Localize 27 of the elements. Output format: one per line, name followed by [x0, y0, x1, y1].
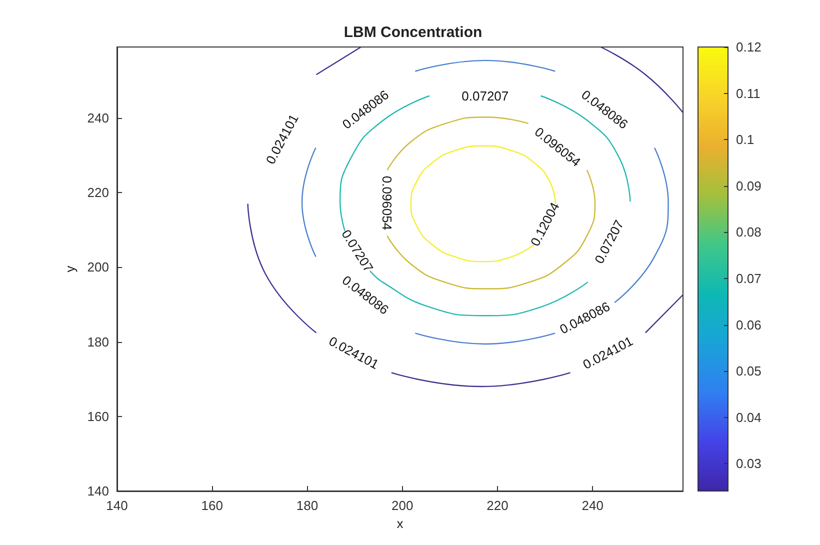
x-axis-title: x	[396, 516, 404, 531]
color-bar-label: 0.09	[736, 178, 762, 194]
color-bar-label: 0.03	[736, 456, 762, 472]
color-bar-label: 0.05	[736, 364, 762, 379]
color-bar-label: 0.07	[736, 270, 762, 286]
y-tick-label: 180	[87, 334, 109, 350]
x-tick-label: 140	[106, 498, 128, 513]
color-bar-label: 0.1	[736, 132, 754, 148]
y-tick-label: 200	[87, 260, 109, 275]
color-bar-label: 0.11	[736, 86, 760, 101]
color-bar-label: 0.08	[736, 224, 762, 240]
chart-title: LBM Concentration	[344, 24, 482, 41]
y-tick-label: 240	[87, 110, 109, 126]
y-tick-label: 160	[87, 408, 109, 424]
y-axis-title: y	[62, 265, 78, 272]
x-tick-label: 200	[392, 498, 414, 513]
text: 0.096054	[380, 176, 395, 230]
x-tick-label: 180	[296, 498, 318, 513]
color-bar-label: 0.12	[736, 40, 762, 54]
x-tick-label: 220	[486, 498, 508, 513]
x-tick-label: 240	[582, 498, 604, 513]
color-bar-label: 0.06	[736, 317, 762, 332]
x-tick-label: 160	[201, 498, 223, 513]
color-bar-label: 0.04	[736, 410, 762, 425]
y-tick-label: 140	[87, 484, 109, 498]
text: 0.07207	[462, 88, 509, 104]
y-tick-label: 220	[87, 185, 109, 200]
